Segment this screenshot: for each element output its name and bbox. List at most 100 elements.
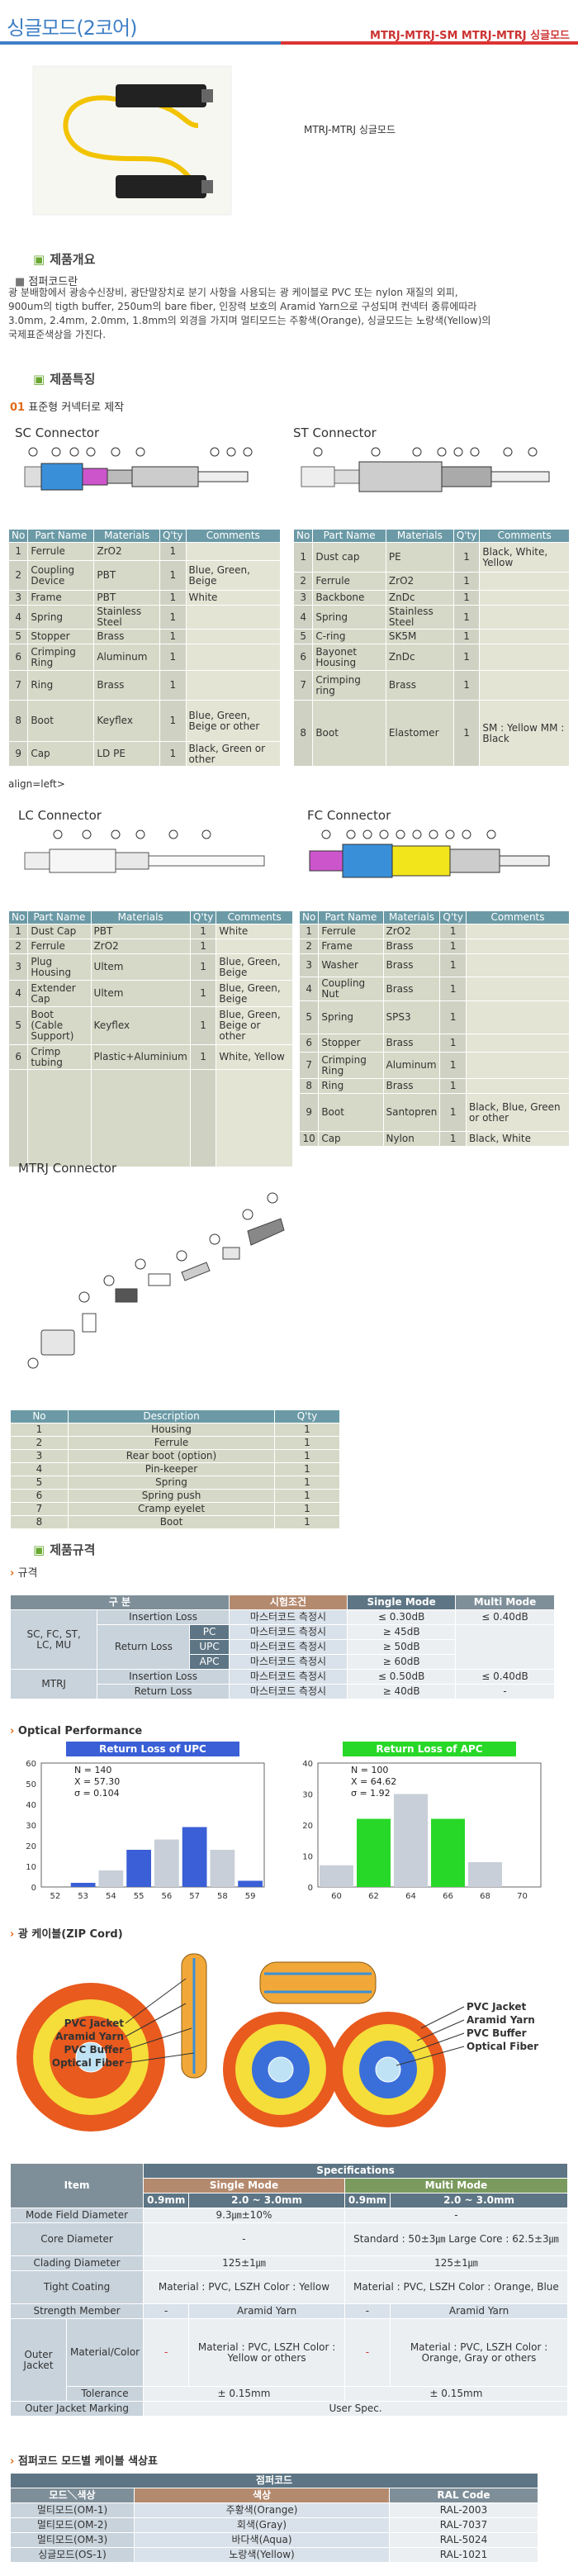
- col-header: RAL Code: [389, 2488, 538, 2503]
- test-condition: 마스터코드 측정시: [228, 1684, 348, 1699]
- stat-label: N = 140: [74, 1765, 111, 1775]
- row-number: 3: [7, 953, 29, 981]
- table-row: APC 마스터코드 측정시 ≥ 60dB: [11, 1654, 555, 1670]
- col-header: Comments: [216, 910, 293, 924]
- mtrj-parts-table: No Description Q'ty 1 Housing 1 2 Ferrule 1 …: [10, 1409, 340, 1529]
- part-name: Boot: [318, 1093, 384, 1132]
- qty: 1: [274, 1489, 340, 1503]
- material: Ultem: [90, 980, 191, 1007]
- chart-title-bar: [343, 1742, 516, 1756]
- y-tick-label: 10: [302, 1853, 313, 1862]
- comment: White: [185, 590, 282, 606]
- table-row: 1 Ferrule ZrO2 1: [7, 542, 282, 561]
- arrow-icon: ›: [10, 1567, 15, 1580]
- single-mode-value: ≤ 0.30dB: [347, 1609, 457, 1625]
- qty: 1: [189, 980, 217, 1007]
- material: PE: [385, 542, 454, 573]
- row-label: Outer Jacket: [10, 2318, 67, 2402]
- overview-line: 광 분배함에서 광송수신장비, 광단말장치로 분기 사항을 사용되는 광 케이블…: [8, 287, 458, 298]
- col-header: Materials: [90, 910, 191, 924]
- bar: [98, 1870, 124, 1887]
- plot-frame: [317, 1762, 542, 1888]
- qty: 1: [274, 1423, 340, 1437]
- square-bullet-icon: ■: [15, 276, 29, 288]
- material: Brass: [382, 939, 441, 954]
- comment: [465, 939, 571, 954]
- qty: 1: [439, 1000, 467, 1034]
- optical-heading-text: Optical Performance: [17, 1725, 143, 1737]
- part-name: Crimp tubing: [27, 1044, 92, 1070]
- qty: 1: [159, 741, 187, 767]
- comment: [185, 644, 282, 671]
- row-label: Strength Member: [9, 2303, 144, 2319]
- part-name: Boot (Cable Support): [27, 1006, 92, 1045]
- y-tick-label: 10: [26, 1863, 36, 1872]
- table-row: 8 Ring Brass 1: [298, 1078, 571, 1094]
- sc-connector-diagram: [24, 447, 253, 491]
- comment: [185, 542, 282, 561]
- table-title: 점퍼코드: [10, 2473, 538, 2488]
- ral-code: RAL-1021: [389, 2547, 538, 2563]
- ral-code: RAL-5024: [389, 2532, 538, 2548]
- qty: 1: [439, 953, 467, 977]
- ral-code: RAL-2003: [389, 2502, 538, 2518]
- value: Material : PVC, LSZH Color : Orange, Gra…: [390, 2318, 568, 2387]
- table-row: Tolerance ± 0.15mm ± 0.15mm: [11, 2386, 569, 2402]
- overview-heading: ▣ 제품개요: [33, 250, 95, 268]
- qty: 1: [439, 1078, 467, 1094]
- material: Nylon: [382, 1131, 441, 1147]
- cable-color-table: 점퍼코드 모드＼색상 색상 RAL Code 멀티모드(OM-1) 주황색(Ora…: [10, 2473, 538, 2563]
- y-tick-label: 60: [26, 1760, 36, 1769]
- table-row: 7 Cramp eyelet 1: [10, 1502, 340, 1516]
- material: Brass: [382, 977, 441, 1001]
- st-connector-diagram: [301, 447, 550, 492]
- x-tick-label: 56: [162, 1892, 173, 1901]
- bar: [357, 1818, 391, 1887]
- multi-mode-value: Material : PVC, LSZH Color : Orange, Blu…: [343, 2270, 569, 2304]
- sc-parts-table: No Part Name Materials Q'ty Comments 1 Fe…: [7, 529, 282, 767]
- stat-label: N = 100: [351, 1765, 388, 1775]
- table-row: Core Diameter - Standard : 50±3㎛ Large Cor…: [9, 2222, 569, 2256]
- table-row: 7 Ring Brass 1: [7, 670, 282, 701]
- overview-subheading-text: 점퍼코드란: [28, 276, 78, 288]
- col-header: 색상: [134, 2488, 390, 2503]
- multi-mode-value: ± 0.15mm: [343, 2386, 569, 2402]
- comment: [479, 572, 570, 591]
- part-name: Washer: [318, 953, 384, 977]
- bar: [320, 1865, 353, 1887]
- part-name: Cap: [27, 741, 95, 767]
- part-name: Stopper: [318, 1034, 384, 1053]
- ral-code: RAL-7037: [389, 2517, 538, 2533]
- col-header: Description: [68, 1409, 275, 1423]
- title-underline: [0, 41, 281, 45]
- diameter-header: 0.9mm: [343, 2193, 391, 2208]
- single-mode-value: 9.3㎛±10%: [143, 2208, 345, 2223]
- duplex-cross-section: [223, 1961, 446, 2127]
- x-tick-label: 62: [368, 1892, 379, 1901]
- bar: [394, 1794, 428, 1887]
- part-name: Dust cap: [312, 542, 386, 573]
- lc-connector-diagram: [24, 829, 265, 873]
- single-mode-value: ≥ 60dB: [347, 1654, 457, 1670]
- table-row: 4 Pin-keeper 1: [10, 1462, 340, 1476]
- table-row: 2 Ferrule 1: [10, 1436, 340, 1450]
- description: Pin-keeper: [68, 1462, 275, 1476]
- table-row: Strength Member - Aramid Yarn - Aramid Yarn: [9, 2303, 568, 2319]
- material: PBT: [93, 590, 160, 606]
- comment: [465, 1078, 571, 1094]
- table-row-empty: [7, 1069, 293, 1167]
- col-header: Q'ty: [189, 910, 217, 924]
- qty: 1: [452, 644, 481, 671]
- table-row: 멀티모드(OM-1) 주황색(Orange) RAL-2003: [10, 2502, 538, 2518]
- material: PBT: [93, 560, 160, 591]
- x-tick-label: 52: [50, 1892, 61, 1901]
- description: Ferrule: [68, 1436, 275, 1450]
- material: SPS3: [382, 1000, 441, 1034]
- part-name: Coupling Nut: [318, 977, 384, 1001]
- row-number: 3: [292, 590, 314, 606]
- material: ZrO2: [93, 542, 160, 561]
- multi-mode-value: -: [343, 2208, 569, 2223]
- part-name: Stopper: [27, 629, 95, 644]
- label-optical-fiber: Optical Fiber: [467, 2041, 538, 2052]
- part-name: Ferrule: [27, 939, 92, 954]
